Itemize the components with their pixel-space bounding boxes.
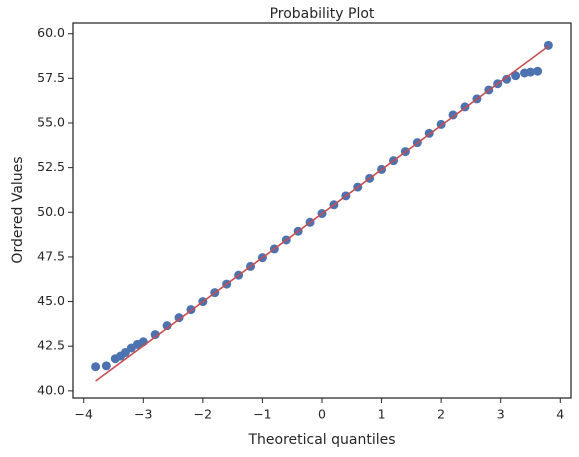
y-tick-label: 55.0 (37, 115, 65, 130)
data-point (91, 362, 101, 372)
y-tick-label: 47.5 (37, 248, 65, 263)
data-point (448, 110, 458, 120)
y-tick-label: 60.0 (37, 25, 65, 40)
data-point (525, 67, 535, 77)
data-point (502, 74, 512, 84)
x-tick-label: 0 (318, 407, 326, 422)
x-tick-label: −3 (134, 407, 152, 422)
x-axis-label: Theoretical quantiles (247, 432, 395, 448)
x-tick-label: 3 (497, 407, 505, 422)
y-tick-label: 45.0 (37, 293, 65, 308)
x-tick-label: 2 (437, 407, 445, 422)
data-point (511, 71, 521, 81)
fit-line (95, 45, 549, 382)
x-tick-label: −2 (194, 407, 212, 422)
data-point (101, 361, 111, 371)
y-tick-label: 50.0 (37, 204, 65, 219)
x-tick-label: −1 (253, 407, 271, 422)
x-tick-label: 4 (556, 407, 564, 422)
plot-frame (72, 22, 572, 399)
y-tick-label: 52.5 (37, 159, 65, 174)
data-point (150, 330, 160, 340)
y-tick-label: 57.5 (37, 70, 65, 85)
data-point (174, 313, 184, 323)
y-tick-label: 40.0 (37, 382, 65, 397)
y-axis-label: Ordered Values (10, 156, 26, 263)
chart-title: Probability Plot (270, 6, 375, 22)
y-tick-label: 42.5 (37, 338, 65, 353)
data-point (533, 66, 543, 76)
data-point (162, 321, 172, 331)
x-tick-label: −4 (75, 407, 93, 422)
x-tick-label: 1 (378, 407, 386, 422)
